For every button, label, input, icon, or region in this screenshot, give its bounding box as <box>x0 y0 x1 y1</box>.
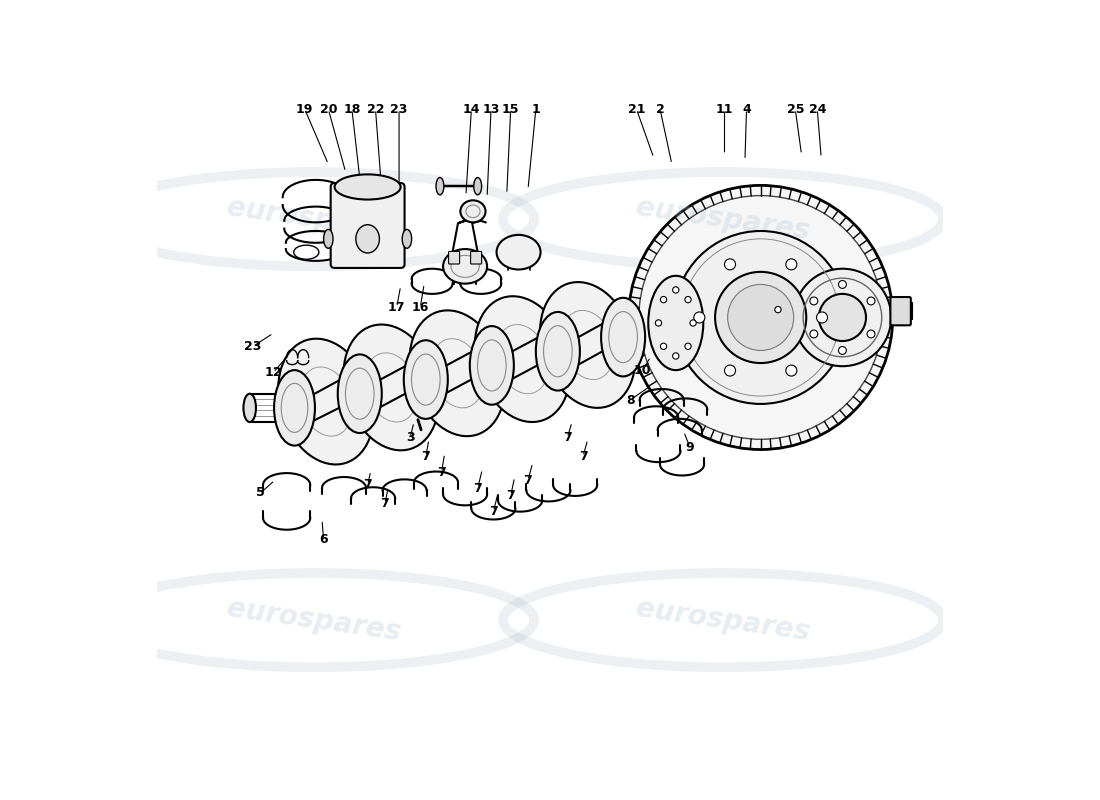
Ellipse shape <box>816 312 827 323</box>
Ellipse shape <box>648 276 703 370</box>
Ellipse shape <box>278 338 374 465</box>
Text: 24: 24 <box>808 102 826 116</box>
Ellipse shape <box>355 225 380 253</box>
Text: 4: 4 <box>742 102 751 116</box>
Text: 14: 14 <box>463 102 480 116</box>
Ellipse shape <box>536 312 580 390</box>
Text: 20: 20 <box>320 102 337 116</box>
Text: 5: 5 <box>256 486 265 499</box>
Ellipse shape <box>656 320 661 326</box>
Text: 19: 19 <box>296 102 314 116</box>
Ellipse shape <box>694 312 705 323</box>
Ellipse shape <box>474 178 482 195</box>
Ellipse shape <box>436 178 444 195</box>
Ellipse shape <box>685 297 691 302</box>
Ellipse shape <box>475 296 570 422</box>
Text: eurospares: eurospares <box>226 193 403 246</box>
Text: 9: 9 <box>685 441 694 454</box>
Ellipse shape <box>540 282 636 408</box>
Ellipse shape <box>334 174 400 199</box>
Text: 6: 6 <box>319 534 328 546</box>
Ellipse shape <box>810 330 817 338</box>
Ellipse shape <box>785 259 796 270</box>
Text: 8: 8 <box>626 394 635 406</box>
Ellipse shape <box>496 235 540 270</box>
Ellipse shape <box>794 269 891 366</box>
Text: 11: 11 <box>716 102 734 116</box>
Ellipse shape <box>660 343 667 350</box>
Ellipse shape <box>243 394 256 422</box>
Ellipse shape <box>274 370 315 446</box>
Ellipse shape <box>338 354 382 433</box>
Text: 7: 7 <box>524 474 532 486</box>
Text: 7: 7 <box>381 498 389 510</box>
Ellipse shape <box>323 230 333 248</box>
Ellipse shape <box>715 272 806 363</box>
Text: eurospares: eurospares <box>634 594 812 646</box>
Text: 25: 25 <box>786 102 804 116</box>
Text: 23: 23 <box>390 102 408 116</box>
Ellipse shape <box>470 326 514 405</box>
Ellipse shape <box>403 230 411 248</box>
Ellipse shape <box>838 281 846 288</box>
Ellipse shape <box>672 353 679 359</box>
Text: 7: 7 <box>363 478 372 491</box>
Text: 7: 7 <box>473 482 482 494</box>
Ellipse shape <box>867 330 875 338</box>
Ellipse shape <box>404 340 448 419</box>
Text: 16: 16 <box>411 301 429 314</box>
FancyBboxPatch shape <box>449 251 460 264</box>
FancyBboxPatch shape <box>890 297 911 326</box>
Text: 21: 21 <box>628 102 646 116</box>
Text: 18: 18 <box>343 102 361 116</box>
Ellipse shape <box>443 249 487 284</box>
Ellipse shape <box>685 343 691 350</box>
Text: 7: 7 <box>421 450 430 463</box>
Text: 7: 7 <box>563 431 572 444</box>
Text: 1: 1 <box>531 102 540 116</box>
Ellipse shape <box>409 310 505 436</box>
Ellipse shape <box>785 365 796 376</box>
Text: 7: 7 <box>437 466 446 479</box>
Text: 12: 12 <box>264 366 282 379</box>
Text: eurospares: eurospares <box>226 594 403 646</box>
Ellipse shape <box>838 346 846 354</box>
Text: 10: 10 <box>634 364 651 377</box>
Text: 7: 7 <box>490 505 498 518</box>
Ellipse shape <box>674 231 847 404</box>
Ellipse shape <box>601 298 645 377</box>
Text: eurospares: eurospares <box>634 193 812 246</box>
Ellipse shape <box>867 297 875 305</box>
Ellipse shape <box>690 320 696 326</box>
Ellipse shape <box>461 200 485 222</box>
Ellipse shape <box>810 297 817 305</box>
Text: 2: 2 <box>656 102 664 116</box>
Ellipse shape <box>628 186 893 450</box>
Text: 17: 17 <box>388 301 406 314</box>
Ellipse shape <box>343 325 439 450</box>
Text: 13: 13 <box>483 102 499 116</box>
Text: 15: 15 <box>502 102 519 116</box>
Ellipse shape <box>728 285 794 350</box>
Ellipse shape <box>818 294 866 341</box>
Ellipse shape <box>725 365 736 376</box>
Text: 22: 22 <box>366 102 384 116</box>
Ellipse shape <box>672 287 679 293</box>
Text: 7: 7 <box>579 450 587 463</box>
Ellipse shape <box>774 306 781 313</box>
Text: 3: 3 <box>406 431 415 444</box>
Text: 23: 23 <box>244 340 262 353</box>
FancyBboxPatch shape <box>471 251 482 264</box>
Ellipse shape <box>725 259 736 270</box>
FancyBboxPatch shape <box>331 183 405 268</box>
Ellipse shape <box>660 297 667 302</box>
Text: 7: 7 <box>506 490 515 502</box>
